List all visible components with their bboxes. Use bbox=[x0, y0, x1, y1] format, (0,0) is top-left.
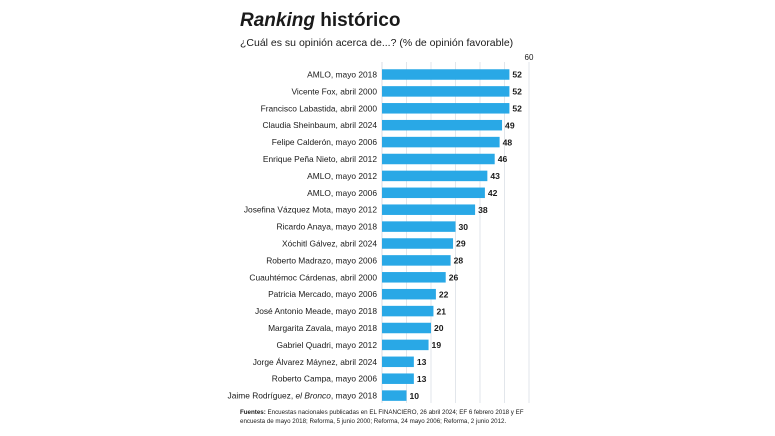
category-label: Gabriel Quadri, mayo 2012 bbox=[276, 340, 377, 350]
bar bbox=[382, 119, 503, 131]
data-label: 46 bbox=[498, 154, 508, 164]
category-label: José Antonio Meade, mayo 2018 bbox=[255, 306, 377, 316]
bar bbox=[382, 390, 407, 401]
bar bbox=[382, 187, 485, 199]
data-label: 22 bbox=[439, 289, 449, 299]
category-label: Josefina Vázquez Mota, mayo 2012 bbox=[244, 205, 377, 215]
bar bbox=[382, 204, 476, 215]
data-label: 10 bbox=[410, 391, 420, 401]
bar bbox=[382, 305, 434, 317]
data-label: 52 bbox=[512, 87, 522, 97]
chart-title: Ranking histórico bbox=[240, 8, 400, 34]
data-label: 19 bbox=[432, 340, 442, 350]
chart-title-italic: Ranking bbox=[240, 10, 315, 31]
bar bbox=[382, 153, 495, 165]
data-label: 43 bbox=[490, 171, 500, 181]
data-label: 49 bbox=[505, 120, 515, 130]
category-label: AMLO, mayo 2012 bbox=[307, 171, 377, 181]
category-label: Roberto Campa, mayo 2006 bbox=[272, 374, 378, 384]
bar bbox=[382, 136, 500, 148]
category-label: Vicente Fox, abril 2000 bbox=[291, 86, 377, 96]
data-label: 30 bbox=[459, 222, 469, 232]
sources-text: Encuestas nacionales publicadas en EL FI… bbox=[240, 409, 524, 425]
data-label: 26 bbox=[449, 273, 459, 283]
category-label: Cuauhtémoc Cárdenas, abril 2000 bbox=[249, 272, 377, 282]
category-label: Claudia Sheinbaum, abril 2024 bbox=[262, 120, 377, 130]
data-label: 20 bbox=[434, 323, 444, 333]
bar bbox=[382, 238, 454, 249]
category-label: Roberto Madrazo, mayo 2006 bbox=[266, 255, 377, 265]
data-label: 21 bbox=[436, 306, 446, 316]
data-label: 13 bbox=[417, 374, 427, 384]
data-label: 29 bbox=[456, 239, 466, 249]
data-label: 42 bbox=[488, 188, 498, 198]
bar bbox=[382, 339, 429, 351]
chart-title-rest: histórico bbox=[314, 10, 401, 31]
data-label: 52 bbox=[512, 104, 522, 114]
category-label: Francisco Labastida, abril 2000 bbox=[261, 103, 378, 113]
bar-layer bbox=[382, 69, 510, 401]
label-layer: 60 AMLO, mayo 2018 52 Vicente Fox, abril 20… bbox=[228, 53, 534, 401]
category-label: Xóchitl Gálvez, abril 2024 bbox=[282, 239, 377, 249]
category-label: AMLO, mayo 2006 bbox=[307, 188, 377, 198]
category-label: Jaime Rodríguez, el Bronco, mayo 2018 bbox=[228, 391, 378, 401]
data-label: 52 bbox=[512, 70, 522, 80]
data-label: 28 bbox=[454, 256, 464, 266]
bar bbox=[382, 272, 446, 283]
bar bbox=[382, 373, 414, 384]
category-label: Felipe Calderón, mayo 2006 bbox=[272, 137, 378, 147]
category-label: Enrique Peña Nieto, abril 2012 bbox=[263, 154, 377, 164]
bar bbox=[382, 356, 414, 368]
data-label: 38 bbox=[478, 205, 488, 215]
bar bbox=[382, 69, 510, 80]
bar bbox=[382, 170, 488, 182]
bar bbox=[382, 86, 510, 97]
category-label: Jorge Álvarez Máynez, abril 2024 bbox=[253, 357, 378, 367]
sources-note: Fuentes: Encuestas nacionales publicadas… bbox=[240, 409, 540, 426]
x-tick-label: 60 bbox=[525, 53, 534, 62]
category-label: AMLO, mayo 2018 bbox=[307, 70, 377, 80]
bar bbox=[382, 221, 456, 232]
bar bbox=[382, 103, 510, 114]
grid-layer bbox=[381, 62, 530, 403]
category-label: Ricardo Anaya, mayo 2018 bbox=[276, 222, 377, 232]
data-label: 48 bbox=[503, 137, 513, 147]
bar bbox=[382, 288, 436, 300]
bar bbox=[382, 322, 431, 334]
chart-subtitle: ¿Cuál es su opinión acerca de...? (% de … bbox=[240, 37, 514, 49]
category-label: Margarita Zavala, mayo 2018 bbox=[268, 323, 377, 333]
bar bbox=[382, 255, 451, 266]
category-label: Patricia Mercado, mayo 2006 bbox=[268, 289, 377, 299]
sources-label: Fuentes: bbox=[240, 409, 266, 416]
data-label: 13 bbox=[417, 357, 427, 367]
